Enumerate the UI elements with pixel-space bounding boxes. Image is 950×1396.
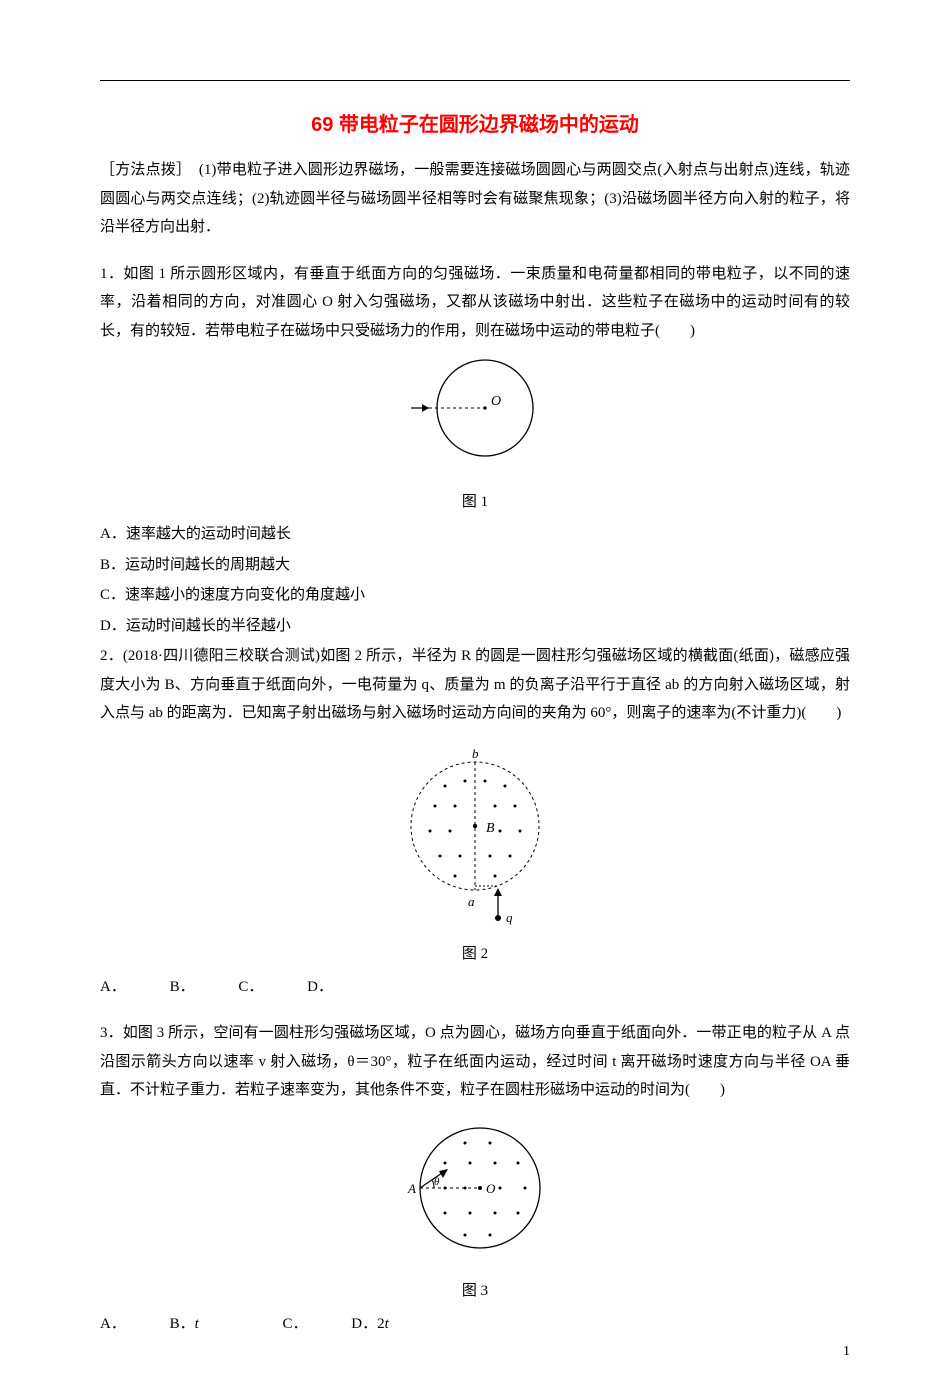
figure-2-caption: 图 2 — [100, 940, 850, 969]
label-a: a — [468, 894, 475, 909]
q2-option-a: A． — [100, 973, 126, 1002]
q2-stem: 2．(2018·四川德阳三校联合测试)如图 2 所示，半径为 R 的圆是一圆柱形… — [100, 642, 850, 728]
q2-option-c: C． — [238, 973, 263, 1002]
label-B: B — [486, 821, 495, 836]
q3-options: A． B．t C． D．2t — [100, 1310, 850, 1339]
figure-3-svg: θ O A — [390, 1113, 560, 1263]
figure-1-svg: O — [405, 353, 545, 473]
method-hint: ［方法点拨］ (1)带电粒子进入圆形边界磁场，一般需要连接磁场圆圆心与两圆交点(… — [100, 156, 850, 242]
q2-option-b: B． — [170, 973, 195, 1002]
label-O: O — [491, 394, 501, 409]
label-A3: A — [407, 1181, 416, 1196]
top-rule — [100, 80, 850, 81]
q2-options: A． B． C． D． — [100, 973, 850, 1002]
figure-2-svg: B b a q — [390, 736, 560, 926]
label-theta: θ — [434, 1176, 440, 1188]
q1-option-d: D．运动时间越长的半径越小 — [100, 612, 850, 641]
q1-stem: 1．如图 1 所示圆形区域内，有垂直于纸面方向的匀强磁场．一束质量和电荷量都相同… — [100, 260, 850, 346]
q1-option-a: A．速率越大的运动时间越长 — [100, 520, 850, 549]
q2-option-d: D． — [307, 973, 333, 1002]
q3-option-c: C． — [283, 1310, 308, 1339]
page-number: 1 — [843, 1339, 850, 1366]
figure-3-caption: 图 3 — [100, 1277, 850, 1306]
label-q: q — [506, 910, 513, 925]
label-b: b — [472, 746, 479, 761]
figure-1: O 图 1 — [100, 353, 850, 516]
q1-option-c: C．速率越小的速度方向变化的角度越小 — [100, 581, 850, 610]
figure-1-caption: 图 1 — [100, 488, 850, 517]
q1-option-b: B．运动时间越长的周期越大 — [100, 551, 850, 580]
figure-2: B b a q 图 2 — [100, 736, 850, 969]
page-title: 69 带电粒子在圆形边界磁场中的运动 — [100, 106, 850, 144]
q3-option-b: B．t — [170, 1310, 239, 1339]
q3-option-a: A． — [100, 1310, 126, 1339]
label-O3: O — [486, 1181, 496, 1196]
q3-option-d: D．2t — [351, 1310, 429, 1339]
q3-stem: 3．如图 3 所示，空间有一圆柱形匀强磁场区域，O 点为圆心，磁场方向垂直于纸面… — [100, 1019, 850, 1105]
figure-3: θ O A 图 3 — [100, 1113, 850, 1306]
